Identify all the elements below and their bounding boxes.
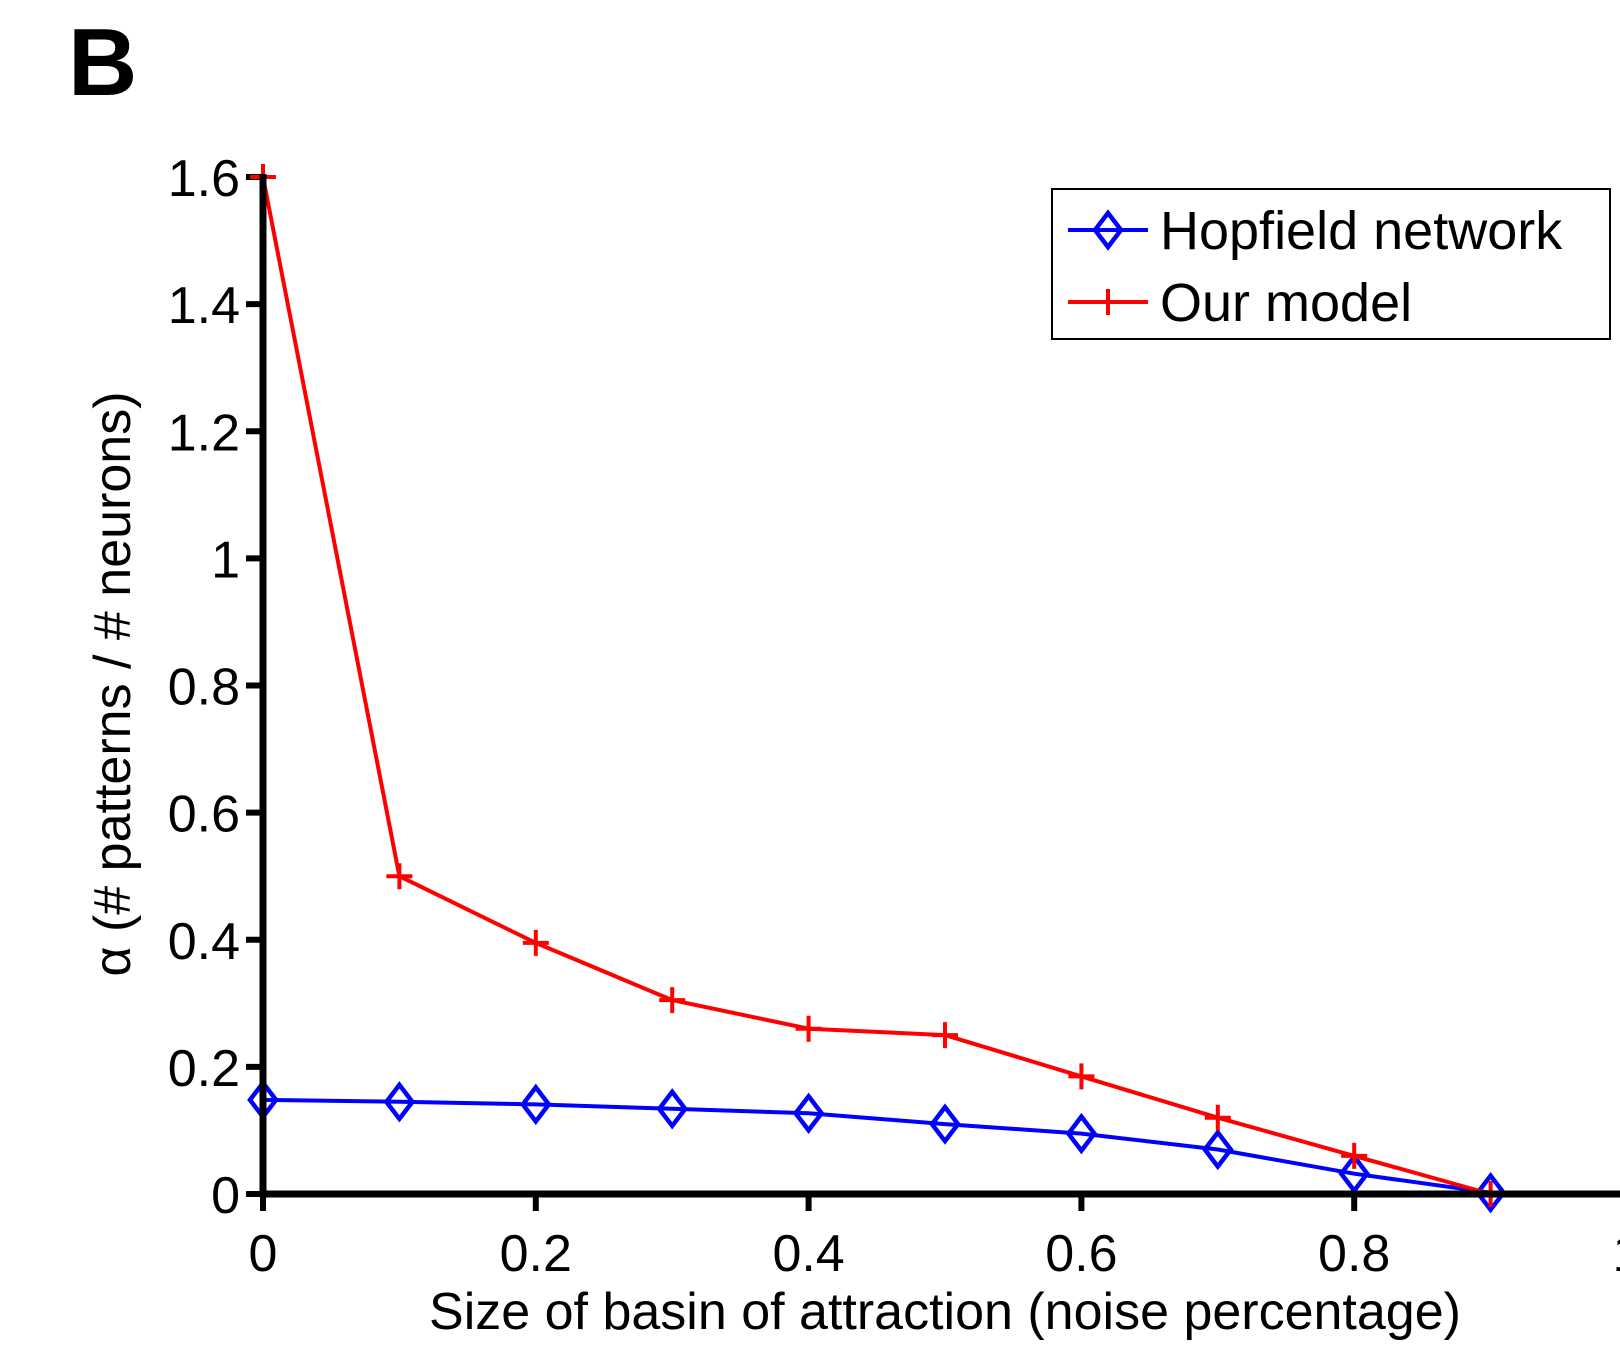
data-point-plus bbox=[932, 1022, 958, 1049]
y-tick-label: 1.2 bbox=[168, 404, 240, 462]
axes-layer bbox=[259, 174, 1620, 1198]
data-point-plus bbox=[1341, 1142, 1368, 1169]
x-tick-label: 0.6 bbox=[1045, 1225, 1117, 1283]
y-tick-label: 0.8 bbox=[168, 659, 240, 717]
legend-swatch-marker bbox=[1095, 289, 1121, 315]
data-point-diamond bbox=[1474, 1172, 1507, 1214]
data-point-plus bbox=[1204, 1104, 1231, 1131]
data-point-plus bbox=[386, 863, 413, 890]
ticks-layer: 0 0.2 0.4 0.6 0.8 1 1.2 1.4 1.6 0 0.2 0.4 0.6 0.8 1 bbox=[168, 150, 1620, 1283]
legend-item: Our model bbox=[1068, 273, 1412, 333]
y-tick-label: 1 bbox=[211, 531, 240, 589]
data-point-diamond bbox=[929, 1103, 961, 1145]
y-tick-label: 0.6 bbox=[168, 786, 240, 844]
data-point-diamond bbox=[1065, 1112, 1098, 1155]
legend-box bbox=[1051, 188, 1611, 340]
legend-label: Our model bbox=[1160, 273, 1412, 333]
x-tick-label: 0.8 bbox=[1318, 1225, 1390, 1283]
y-tick-label: 0 bbox=[211, 1167, 240, 1225]
panel-label: B bbox=[68, 9, 137, 116]
data-point-diamond bbox=[792, 1092, 825, 1134]
data-point-plus bbox=[522, 929, 549, 956]
x-tick-label: 0.4 bbox=[772, 1225, 844, 1283]
data-point-diamond bbox=[519, 1083, 552, 1126]
y-tick-label: 0.4 bbox=[168, 913, 240, 971]
data-point-diamond bbox=[383, 1081, 416, 1123]
y-tick-label: 1.6 bbox=[168, 150, 240, 208]
legend-label: Hopfield network bbox=[1160, 201, 1563, 261]
series-0 bbox=[247, 1079, 1507, 1214]
x-tick-label: 0 bbox=[249, 1225, 278, 1283]
x-tick-label: 0.2 bbox=[500, 1225, 572, 1283]
data-point-plus bbox=[659, 987, 686, 1014]
legend-item: Hopfield network bbox=[1068, 201, 1563, 261]
x-tick-label: 1 bbox=[1613, 1225, 1620, 1283]
data-point-diamond bbox=[656, 1088, 689, 1130]
data-point-plus bbox=[795, 1015, 822, 1042]
legend-swatch-marker bbox=[1092, 209, 1124, 251]
data-point-plus bbox=[1068, 1063, 1095, 1090]
y-axis-label: α (# patterns / # neurons) bbox=[84, 391, 142, 976]
data-point-diamond bbox=[1201, 1128, 1234, 1171]
series-line bbox=[262, 1097, 1491, 1195]
y-tick-label: 0.2 bbox=[168, 1040, 240, 1098]
series-line bbox=[261, 176, 1492, 1196]
y-tick-label: 1.4 bbox=[168, 277, 240, 335]
legend: Hopfield network Our model bbox=[1051, 188, 1611, 340]
x-axis-label: Size of basin of attraction (noise perce… bbox=[429, 1283, 1461, 1341]
